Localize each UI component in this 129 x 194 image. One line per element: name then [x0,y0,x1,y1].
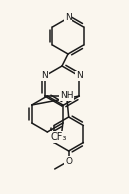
Text: N: N [76,72,83,81]
Text: CF₃: CF₃ [51,132,67,142]
Text: N: N [41,72,48,81]
Text: O: O [65,157,72,165]
Text: NH: NH [60,92,73,100]
Text: N: N [65,14,71,23]
